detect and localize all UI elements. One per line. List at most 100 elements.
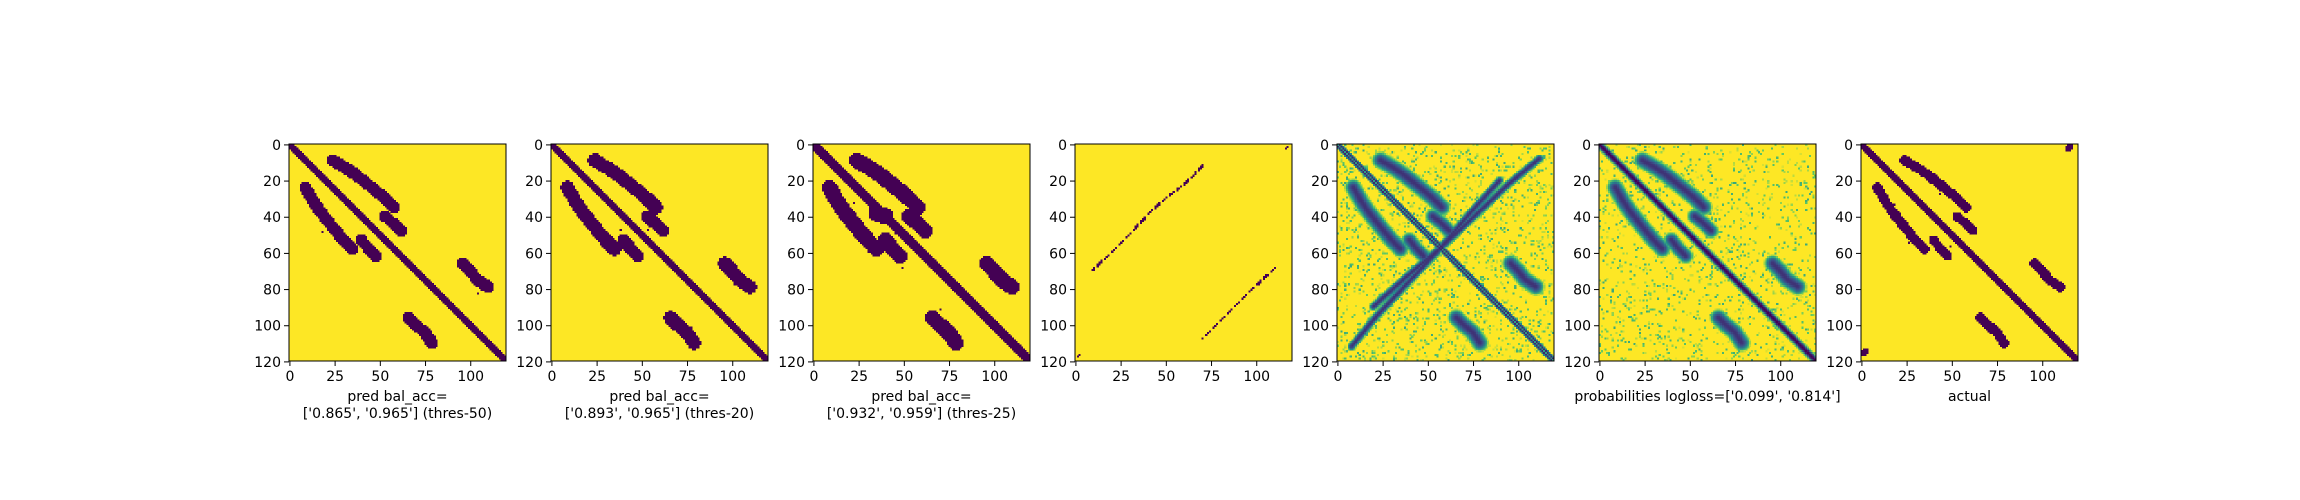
heatmap-cell [686, 339, 689, 342]
heatmap-cell [303, 187, 306, 190]
heatmap-cell [343, 163, 346, 166]
heatmap-cell [357, 234, 360, 237]
heatmap-cell [301, 160, 304, 163]
heatmap-cell [473, 326, 476, 329]
heatmap-cell [590, 185, 593, 188]
heatmap-cell [693, 346, 696, 349]
heatmap-cell [428, 283, 431, 286]
heatmap-cell [836, 212, 839, 215]
heatmap-cell [390, 200, 393, 203]
heatmap-cell [673, 326, 677, 329]
heatmap-cell [666, 230, 669, 233]
heatmap-cell [337, 158, 340, 161]
heatmap-cell [301, 192, 304, 195]
heatmap-cell [679, 276, 682, 279]
heatmap-cell [883, 219, 886, 223]
heatmap-cell [607, 238, 610, 241]
heatmap-cell [856, 234, 859, 237]
heatmap-cell [829, 194, 832, 197]
heatmap-cell [690, 281, 693, 284]
heatmap-cell [829, 196, 832, 199]
heatmap-cell [431, 283, 434, 286]
heatmap-cell [740, 281, 743, 284]
heatmap-cell [843, 212, 846, 215]
x-tick-label: 75 [417, 369, 435, 385]
heatmap-cell [336, 230, 339, 233]
heatmap-cell [735, 270, 738, 273]
heatmap-cell [592, 216, 595, 219]
heatmap-cell [596, 156, 599, 159]
heatmap-cell [354, 248, 357, 251]
heatmap-cell [717, 263, 720, 266]
heatmap-cell [574, 203, 577, 206]
heatmap-cell [310, 201, 313, 204]
heatmap-cell [722, 268, 725, 271]
heatmap-cell [572, 198, 575, 201]
heatmap-cell [583, 223, 586, 226]
heatmap-cell [849, 218, 852, 221]
heatmap-cell [563, 191, 566, 194]
heatmap-cell [883, 172, 886, 176]
heatmap-cell [726, 272, 729, 275]
heatmap-cell [621, 172, 624, 176]
heatmap-cell [364, 250, 368, 253]
heatmap-cell [673, 265, 677, 268]
heatmap-cell [722, 257, 725, 261]
heatmap-cell [581, 209, 584, 212]
heatmap-cell [730, 276, 733, 279]
heatmap-cell [390, 227, 393, 230]
heatmap-cell [883, 216, 886, 219]
heatmap-cell [475, 285, 478, 288]
heatmap-cell [361, 183, 364, 186]
heatmap-cell [393, 250, 396, 253]
heatmap-cell [610, 201, 613, 204]
heatmap-cell [594, 223, 597, 226]
heatmap-cell [578, 201, 581, 204]
heatmap-cell [664, 312, 668, 315]
heatmap-cell [901, 216, 904, 219]
heatmap-cell [625, 176, 628, 179]
heatmap-cell [870, 165, 873, 168]
heatmap-cell [468, 265, 471, 268]
heatmap-cell [628, 223, 631, 226]
heatmap-cell [366, 185, 369, 188]
heatmap-cell [838, 214, 841, 217]
heatmap-cell [292, 147, 295, 150]
heatmap-cell [655, 228, 658, 232]
heatmap-cell [892, 192, 895, 195]
heatmap-cell [854, 181, 857, 185]
heatmap-cell [764, 353, 767, 356]
heatmap-cell [588, 227, 592, 230]
heatmap-cell [574, 201, 577, 204]
heatmap-cell [885, 232, 888, 235]
heatmap-cell [401, 256, 404, 259]
heatmap-cell [449, 304, 453, 308]
heatmap-cell [348, 239, 351, 242]
heatmap-cell [460, 268, 463, 271]
heatmap-cell [659, 221, 662, 224]
heatmap-cell [885, 180, 888, 183]
heatmap-cell [350, 171, 353, 174]
heatmap-cell [319, 178, 322, 181]
heatmap-cell [383, 239, 386, 242]
heatmap-cell [912, 196, 915, 199]
heatmap-cell [693, 332, 696, 335]
heatmap-cell [887, 176, 890, 179]
heatmap-cell [457, 265, 460, 268]
heatmap-cell [896, 223, 899, 226]
heatmap-cell [617, 238, 621, 241]
heatmap-cell [641, 230, 644, 233]
heatmap-cell [596, 238, 599, 241]
heatmap-cell [630, 250, 633, 253]
heatmap-cell [874, 218, 877, 221]
heatmap-cell [406, 315, 409, 318]
heatmap-cell [332, 221, 335, 224]
heatmap-cell [888, 189, 892, 192]
heatmap-cell [637, 248, 640, 251]
heatmap-cell [816, 147, 819, 150]
heatmap-cell [424, 328, 427, 331]
heatmap-cell [576, 172, 579, 176]
heatmap-cell [578, 196, 581, 199]
heatmap-cell [921, 228, 924, 232]
heatmap-cell [570, 181, 573, 185]
